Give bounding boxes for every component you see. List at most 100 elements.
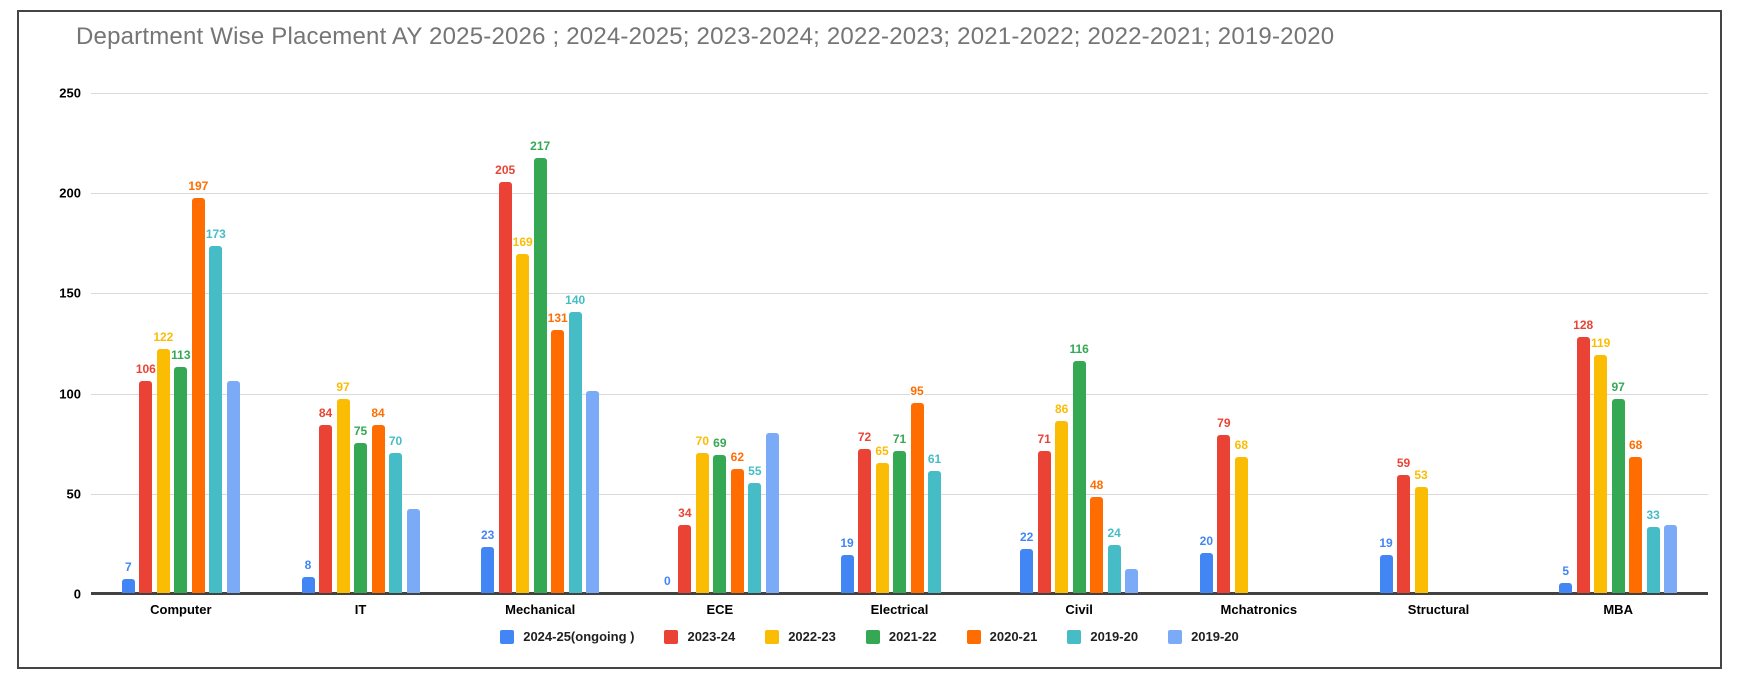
bar-mechanical-2019-20 bbox=[586, 390, 600, 593]
bar-value-civil-2022-23: 86 bbox=[1054, 401, 1069, 416]
bar-mechanical-2023-24 bbox=[498, 182, 512, 593]
bar-value-mchatronics-2022-23: 68 bbox=[1234, 437, 1249, 452]
bar-computer-2023-24 bbox=[139, 380, 153, 593]
legend-label-2020-21-4: 2020-21 bbox=[989, 629, 1038, 644]
bar-value-it-2019-20: 70 bbox=[388, 433, 403, 448]
bar-it-2020-21 bbox=[371, 424, 385, 593]
legend-item-2019-20-5: 2019-20 bbox=[1067, 629, 1138, 644]
bar-value-mchatronics-2024-25-ongoing: 20 bbox=[1199, 533, 1214, 548]
bar-value-civil-2019-20: 24 bbox=[1107, 525, 1121, 540]
legend-swatch-2022-23-2 bbox=[765, 629, 780, 644]
bar-mechanical-2024-25-ongoing bbox=[481, 546, 495, 593]
bar-ece-2020-21 bbox=[730, 468, 744, 593]
bar-value-mba-2021-22: 97 bbox=[1611, 379, 1625, 394]
bar-value-it-2024-25-ongoing: 8 bbox=[304, 557, 312, 572]
bar-value-structural-2024-25-ongoing: 19 bbox=[1379, 535, 1393, 550]
legend-label-2024-25-ongoing-0: 2024-25(ongoing ) bbox=[523, 629, 635, 644]
x-axis-label-computer: Computer bbox=[150, 602, 212, 617]
bar-structural-2023-24 bbox=[1397, 474, 1410, 593]
bar-value-it-2020-21: 84 bbox=[371, 405, 385, 420]
legend-swatch-2020-21-4 bbox=[966, 629, 981, 644]
bar-civil-2021-22 bbox=[1072, 360, 1086, 593]
bar-it-2019-20 bbox=[406, 508, 420, 593]
bar-value-mba-2024-25-ongoing: 5 bbox=[1562, 563, 1569, 578]
bar-value-mechanical-2020-21: 131 bbox=[547, 311, 568, 326]
bar-it-2022-23 bbox=[336, 398, 350, 593]
chart-title: Department Wise Placement AY 2025-2026 ;… bbox=[76, 23, 1335, 50]
bar-value-electrical-2021-22: 71 bbox=[892, 431, 907, 446]
bar-mechanical-2019-20 bbox=[568, 312, 582, 593]
bar-value-ece-2019-20: 55 bbox=[748, 463, 762, 478]
bar-ece-2019-20 bbox=[748, 482, 762, 593]
bar-computer-2021-22 bbox=[174, 366, 188, 593]
legend-label-2021-22-3: 2021-22 bbox=[888, 629, 937, 644]
bar-value-mchatronics-2023-24: 79 bbox=[1217, 415, 1231, 430]
bar-value-ece-2021-22: 69 bbox=[713, 435, 727, 450]
bar-civil-2024-25-ongoing bbox=[1020, 548, 1034, 593]
bar-structural-2024-25-ongoing bbox=[1379, 554, 1393, 593]
bar-mchatronics-2022-23 bbox=[1234, 456, 1248, 593]
bar-value-mechanical-2024-25-ongoing: 23 bbox=[480, 527, 495, 542]
legend-swatch-2023-24-1 bbox=[664, 629, 679, 644]
x-axis-label-civil: Civil bbox=[1065, 602, 1093, 617]
y-axis-tick-0: 0 bbox=[73, 586, 81, 602]
legend-item-2020-21-4: 2020-21 bbox=[966, 629, 1038, 644]
y-axis-tick-50: 50 bbox=[66, 486, 81, 502]
bar-value-civil-2021-22: 116 bbox=[1069, 341, 1089, 356]
bar-value-civil-2020-21: 48 bbox=[1089, 477, 1104, 492]
bar-value-ece-2023-24: 34 bbox=[678, 505, 692, 520]
bar-value-electrical-2020-21: 95 bbox=[910, 383, 924, 398]
bar-it-2024-25-ongoing bbox=[301, 576, 315, 593]
bar-civil-2022-23 bbox=[1055, 420, 1069, 593]
bar-value-ece-2024-25-ongoing: 0 bbox=[663, 574, 671, 588]
bar-mba-2024-25-ongoing bbox=[1559, 582, 1573, 593]
x-axis-line bbox=[91, 592, 1708, 595]
bar-value-electrical-2024-25-ongoing: 19 bbox=[840, 535, 854, 550]
bar-computer-2022-23 bbox=[156, 348, 170, 593]
x-axis-label-electrical: Electrical bbox=[870, 602, 929, 617]
bar-mchatronics-2024-25-ongoing bbox=[1199, 552, 1213, 593]
x-axis-label-mchatronics: Mchatronics bbox=[1220, 602, 1298, 617]
bar-value-ece-2020-21: 62 bbox=[730, 449, 745, 464]
bar-civil-2019-20 bbox=[1107, 544, 1121, 593]
bar-value-electrical-2019-20: 61 bbox=[927, 451, 942, 466]
bar-ece-2022-23 bbox=[695, 452, 709, 593]
legend-swatch-2019-20-6 bbox=[1168, 629, 1183, 644]
legend: 2024-25(ongoing ) 2023-24 2022-23 2021-22 20… bbox=[19, 629, 1720, 644]
bar-value-computer-2024-25-ongoing: 7 bbox=[124, 559, 132, 574]
bar-electrical-2021-22 bbox=[893, 450, 906, 593]
bar-value-computer-2023-24: 106 bbox=[135, 361, 156, 376]
bar-mba-2022-23 bbox=[1594, 354, 1608, 593]
bar-computer-2024-25-ongoing bbox=[121, 578, 135, 593]
y-axis-tick-200: 200 bbox=[59, 185, 81, 201]
bar-mechanical-2020-21 bbox=[551, 330, 565, 593]
bar-mba-2021-22 bbox=[1611, 398, 1625, 593]
chart-frame: Department Wise Placement AY 2025-2026 ;… bbox=[17, 10, 1722, 669]
bar-civil-2020-21 bbox=[1090, 496, 1104, 593]
bar-civil-2019-20 bbox=[1125, 568, 1139, 593]
bar-value-structural-2022-23: 53 bbox=[1414, 467, 1428, 482]
bar-civil-2023-24 bbox=[1037, 450, 1051, 593]
bar-value-computer-2019-20: 173 bbox=[205, 227, 226, 242]
y-axis-tick-150: 150 bbox=[59, 285, 81, 301]
bar-computer-2019-20 bbox=[226, 380, 240, 593]
x-axis-label-structural: Structural bbox=[1407, 602, 1470, 617]
bar-value-civil-2024-25-ongoing: 22 bbox=[1019, 529, 1034, 544]
legend-item-2024-25-ongoing-0: 2024-25(ongoing ) bbox=[500, 629, 634, 644]
bar-electrical-2020-21 bbox=[910, 402, 924, 593]
bar-value-electrical-2022-23: 65 bbox=[875, 443, 889, 458]
legend-swatch-2024-25-ongoing-0 bbox=[500, 629, 515, 644]
bar-value-mechanical-2023-24: 205 bbox=[495, 163, 516, 178]
bar-value-it-2022-23: 97 bbox=[336, 379, 350, 394]
legend-swatch-2019-20-5 bbox=[1067, 629, 1082, 644]
bar-electrical-2023-24 bbox=[858, 448, 871, 593]
x-axis-label-mechanical: Mechanical bbox=[505, 602, 576, 617]
bar-electrical-2024-25-ongoing bbox=[840, 554, 854, 593]
bar-mba-2020-21 bbox=[1629, 456, 1643, 593]
bar-mchatronics-2023-24 bbox=[1217, 434, 1231, 593]
bar-value-mba-2023-24: 128 bbox=[1573, 317, 1594, 332]
bar-it-2021-22 bbox=[354, 442, 367, 593]
y-axis-tick-250: 250 bbox=[59, 85, 81, 101]
bar-value-it-2023-24: 84 bbox=[318, 405, 333, 420]
legend-item-2021-22-3: 2021-22 bbox=[865, 629, 937, 644]
